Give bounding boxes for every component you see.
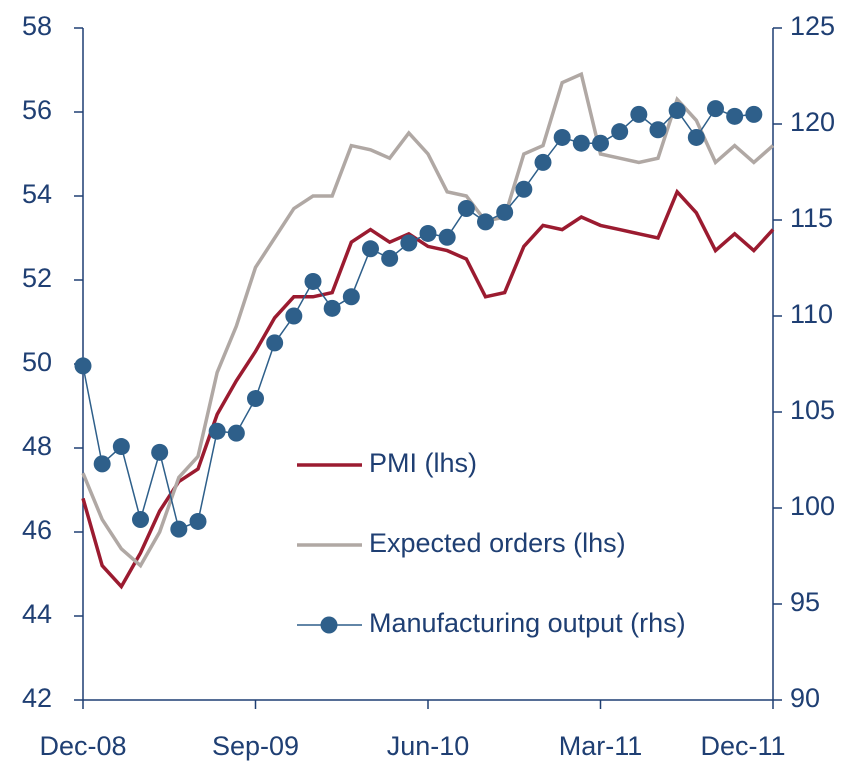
series-line — [81, 71, 775, 569]
marker — [572, 134, 590, 152]
marker — [362, 240, 379, 258]
marker — [208, 422, 226, 440]
y2-tick-label: 90 — [790, 683, 820, 713]
y-tick-label: 58 — [22, 11, 52, 41]
y2-tick-label: 120 — [790, 107, 835, 137]
marker — [477, 213, 494, 231]
marker — [304, 272, 322, 290]
marker — [553, 128, 571, 146]
y2-tick-label: 100 — [790, 491, 835, 521]
marker — [189, 512, 207, 530]
marker — [323, 299, 341, 317]
y-tick-label: 50 — [22, 347, 52, 377]
y-tick-label: 52 — [22, 263, 52, 293]
series-line — [81, 188, 775, 590]
y-tick-label: 42 — [22, 683, 52, 713]
marker — [381, 249, 399, 267]
y-tick-label: 54 — [22, 179, 52, 209]
marker — [342, 288, 360, 306]
marker — [707, 100, 724, 118]
marker — [496, 203, 514, 221]
x-tick-label: Sep-09 — [212, 731, 299, 761]
marker — [400, 234, 418, 252]
x-tick-label: Jun-10 — [387, 731, 470, 761]
x-tick-label: Dec-08 — [39, 731, 126, 761]
marker — [170, 520, 188, 538]
y2-tick-label: 105 — [790, 395, 835, 425]
marker — [247, 390, 264, 408]
marker — [630, 105, 648, 123]
legend-label: Manufacturing output (rhs) — [369, 608, 686, 638]
marker — [151, 443, 169, 461]
x-tick-label: Dec-11 — [700, 731, 785, 761]
marker — [745, 105, 763, 123]
marker — [457, 199, 475, 217]
marker — [74, 357, 92, 375]
y2-tick-label: 95 — [790, 587, 820, 617]
marker — [687, 128, 705, 146]
marker — [112, 438, 130, 456]
marker — [438, 228, 456, 246]
y-tick-label: 56 — [22, 95, 52, 125]
marker — [285, 307, 303, 325]
marker — [227, 424, 245, 442]
x-tick-label: Mar-11 — [559, 731, 643, 761]
legend-label: Expected orders (lhs) — [369, 528, 626, 558]
marker — [132, 511, 149, 529]
y2-tick-label: 110 — [790, 299, 833, 329]
marker — [611, 123, 629, 141]
marker — [534, 153, 552, 171]
marker — [668, 102, 686, 120]
marker — [93, 455, 111, 473]
marker — [266, 334, 284, 352]
legend-marker — [320, 616, 338, 634]
y-tick-label: 48 — [22, 431, 52, 461]
y2-tick-label: 115 — [790, 203, 833, 233]
marker — [515, 180, 533, 198]
marker — [419, 224, 437, 242]
legend-label: PMI (lhs) — [369, 448, 477, 478]
marker — [592, 134, 609, 152]
marker — [726, 107, 744, 125]
marker — [649, 121, 667, 139]
y-tick-label: 44 — [22, 599, 52, 629]
y-tick-label: 46 — [22, 515, 52, 545]
y2-tick-label: 125 — [790, 11, 835, 41]
